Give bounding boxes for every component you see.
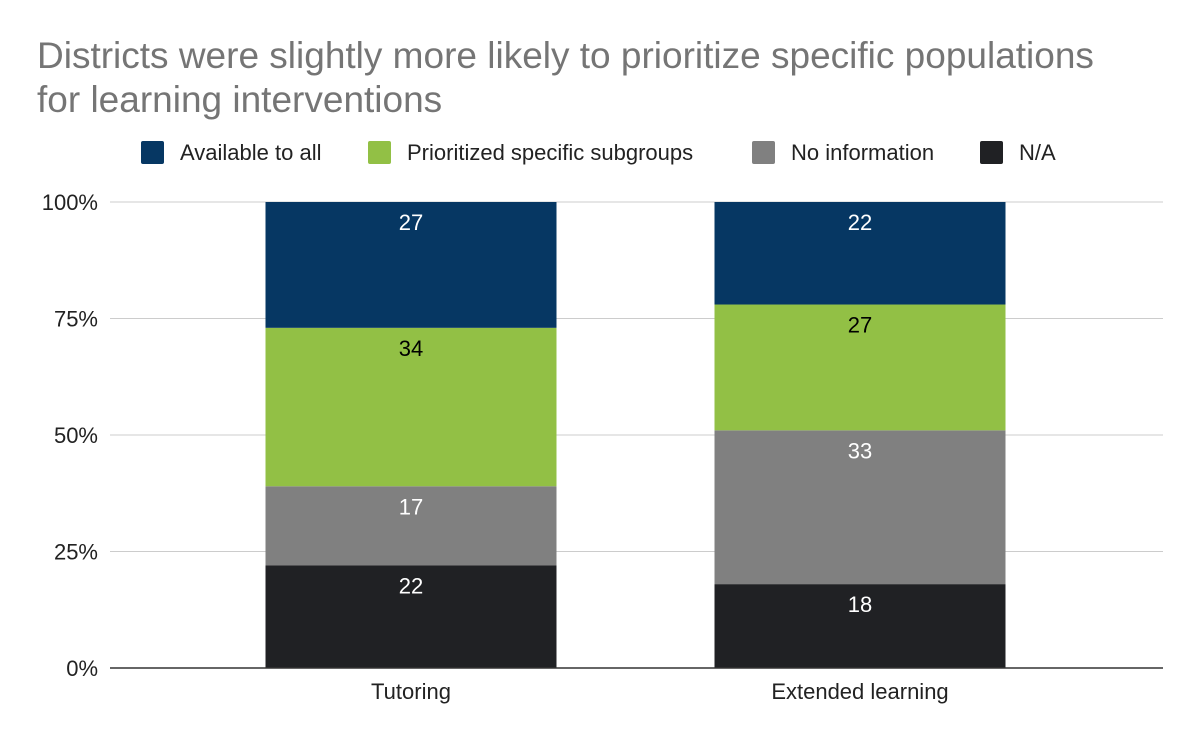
y-tick-label: 25% [54,540,98,565]
data-label-extended-learning-prioritized-specific-subgroups: 27 [848,313,872,338]
legend: Available to all Prioritized specific sub… [141,140,1056,165]
bars: 22 17 34 27 18 33 27 22 [265,202,1006,668]
bar-segment-extended-learning-available-to-all [714,202,1006,305]
bar-segment-tutoring-prioritized-specific-subgroups [265,327,557,487]
bar-segment-tutoring-no-information [265,486,557,566]
y-axis: 0% 25% 50% 75% 100% [42,190,98,681]
chart-title: Districts were slightly more likely to p… [37,35,1094,120]
data-label-extended-learning-n-a: 18 [848,592,872,617]
legend-item-prioritized-specific-subgroups: Prioritized specific subgroups [368,140,693,165]
bar-tutoring: 22 17 34 27 [265,202,557,668]
legend-item-available-to-all: Available to all [141,140,321,165]
bar-segment-tutoring-available-to-all [265,202,557,328]
data-label-tutoring-prioritized-specific-subgroups: 34 [399,336,423,361]
y-tick-label: 0% [66,656,98,681]
legend-swatch-available-to-all [141,141,164,164]
bar-segment-extended-learning-no-information [714,430,1006,585]
bar-segment-extended-learning-prioritized-specific-subgroups [714,304,1006,431]
legend-swatch-no-information [752,141,775,164]
y-tick-label: 100% [42,190,98,215]
legend-label-no-information: No information [791,140,934,165]
legend-item-n-a: N/A [980,140,1056,165]
x-tick-label-extended-learning: Extended learning [771,679,948,704]
legend-label-n-a: N/A [1019,140,1056,165]
legend-label-prioritized-specific-subgroups: Prioritized specific subgroups [407,140,693,165]
bar-segment-tutoring-n-a [265,565,557,668]
legend-swatch-prioritized-specific-subgroups [368,141,391,164]
legend-label-available-to-all: Available to all [180,140,321,165]
x-tick-label-tutoring: Tutoring [371,679,451,704]
y-tick-label: 50% [54,423,98,448]
bar-extended-learning: 18 33 27 22 [714,202,1006,668]
data-label-tutoring-available-to-all: 27 [399,210,423,235]
data-label-tutoring-no-information: 17 [399,494,423,519]
legend-swatch-n-a [980,141,1003,164]
legend-item-no-information: No information [752,140,934,165]
data-label-extended-learning-available-to-all: 22 [848,210,872,235]
data-label-tutoring-n-a: 22 [399,573,423,598]
y-tick-label: 75% [54,307,98,332]
x-axis: Tutoring Extended learning [110,667,1163,704]
data-label-extended-learning-no-information: 33 [848,438,872,463]
bar-segment-extended-learning-n-a [714,584,1006,668]
